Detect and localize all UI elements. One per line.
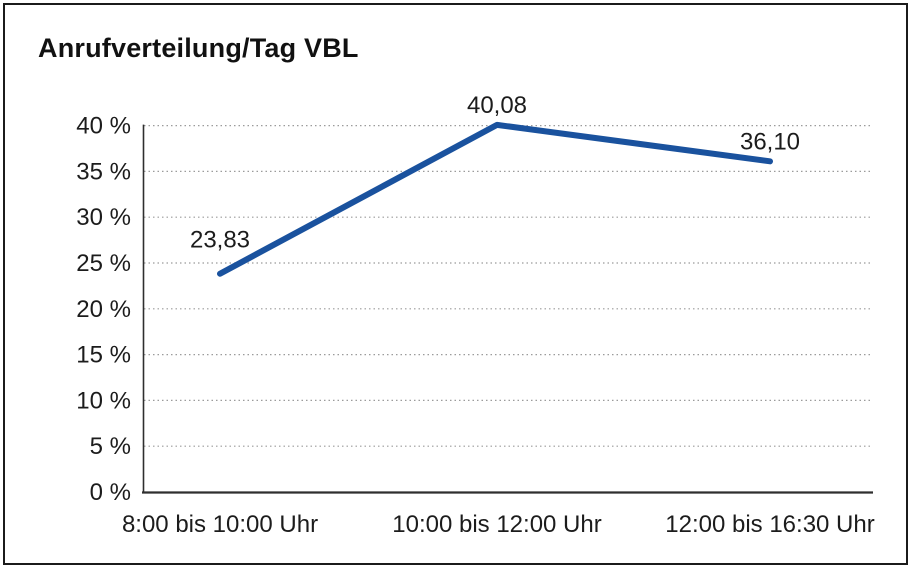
x-category-label: 8:00 bis 10:00 Uhr xyxy=(122,511,318,538)
y-tick-label: 40 % xyxy=(76,113,131,140)
y-tick-label: 35 % xyxy=(76,158,131,185)
y-tick-label: 25 % xyxy=(76,250,131,277)
x-category-label: 12:00 bis 16:30 Uhr xyxy=(665,511,874,538)
data-line xyxy=(217,121,773,277)
data-point-label: 40,08 xyxy=(467,92,527,119)
y-tick-label: 5 % xyxy=(90,433,131,460)
y-tick-label: 15 % xyxy=(76,342,131,369)
x-category-label: 10:00 bis 12:00 Uhr xyxy=(392,511,601,538)
y-tick-label: 10 % xyxy=(76,387,131,414)
y-tick-label: 20 % xyxy=(76,296,131,323)
data-point-label: 36,10 xyxy=(740,128,800,155)
chart-frame-border xyxy=(3,3,908,565)
y-tick-label: 0 % xyxy=(90,479,131,506)
y-tick-label: 30 % xyxy=(76,204,131,231)
chart-title: Anrufverteilung/Tag VBL xyxy=(38,33,359,63)
data-point-label: 23,83 xyxy=(190,227,250,254)
